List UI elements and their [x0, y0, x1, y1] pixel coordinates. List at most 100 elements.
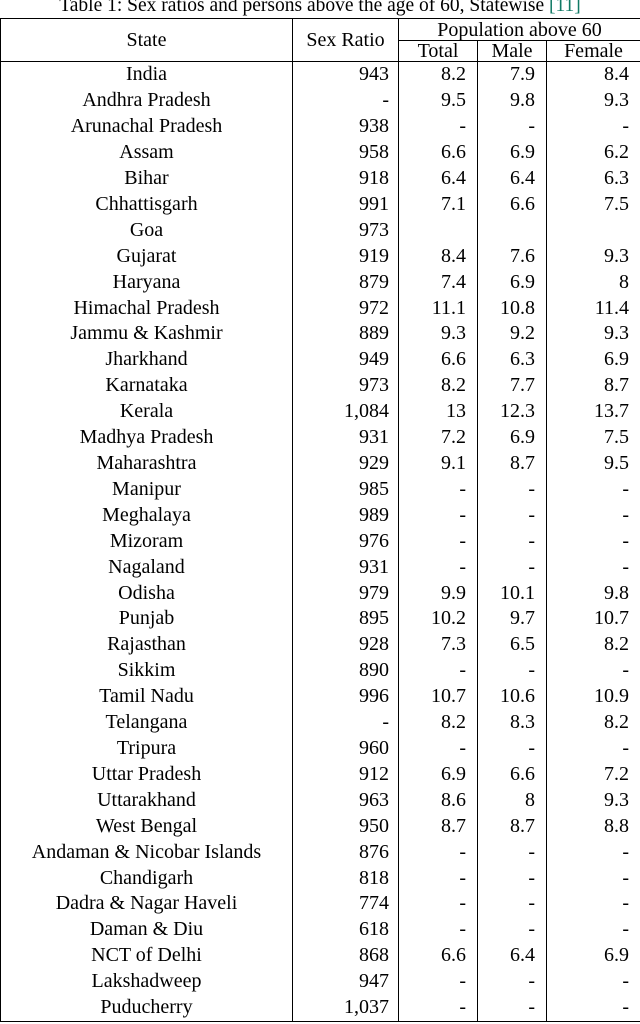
cell-female: 7.5	[545, 191, 640, 218]
cell-total: 13	[398, 399, 478, 426]
table-header: State Sex Ratio Population above 60 Tota…	[0, 18, 640, 63]
citation-link[interactable]: [11]	[549, 0, 581, 16]
cell-total: 8.2	[398, 61, 478, 89]
cell-sex-ratio: 973	[292, 217, 399, 244]
cell-total: 8.2	[398, 373, 478, 400]
cell-female: 6.9	[545, 347, 640, 374]
table-row: Haryana 879 7.4 6.9 8	[0, 269, 640, 296]
table-body: India 943 8.2 7.9 8.4 Andhra Pradesh -9.5 9.8 9.…	[0, 61, 640, 1022]
table-row: Sikkim 890- - -	[0, 658, 640, 685]
cell-sex-ratio: 868	[292, 943, 399, 970]
cell-sex-ratio: 879	[292, 269, 399, 296]
table-row: NCT of Delhi 868 6.6 6.4 6.9	[0, 943, 640, 970]
cell-female: -	[545, 735, 640, 762]
cell-sex-ratio: 958	[292, 140, 399, 167]
cell-total: -	[398, 917, 478, 944]
table-row: Chandigarh 818- - -	[0, 865, 640, 892]
cell-state: Goa	[0, 217, 293, 244]
table-row: Tamil Nadu 996 10.7 10.6 10.9	[0, 684, 640, 711]
cell-state: West Bengal	[0, 813, 293, 840]
cell-state: Chandigarh	[0, 865, 293, 892]
cell-male: -	[477, 658, 547, 685]
cell-sex-ratio: 918	[292, 166, 399, 192]
table-row: Andaman & Nicobar Islands 876- - -	[0, 839, 640, 866]
cell-state: Punjab	[0, 606, 293, 633]
cell-male: 7.7	[477, 373, 547, 400]
cell-state: India	[0, 61, 293, 89]
cell-male: 10.8	[477, 295, 547, 322]
cell-sex-ratio: 938	[292, 114, 399, 141]
cell-female: -	[545, 995, 640, 1022]
cell-female: 8.8	[545, 813, 640, 840]
cell-female: -	[545, 476, 640, 503]
cell-male: -	[477, 554, 547, 581]
cell-male: 8.7	[477, 813, 547, 840]
cell-sex-ratio: -	[292, 88, 399, 115]
cell-sex-ratio: 928	[292, 632, 399, 659]
cell-male: 6.9	[477, 269, 547, 296]
cell-female: -	[545, 658, 640, 685]
table-row: Kerala 1,084 13 12.3 13.7	[0, 399, 640, 426]
cell-state: Gujarat	[0, 243, 293, 270]
cell-total: 9.1	[398, 451, 478, 477]
cell-female: 13.7	[545, 399, 640, 426]
table-row: Mizoram 976- - -	[0, 528, 640, 555]
table-row: Daman & Diu 618- - -	[0, 917, 640, 944]
cell-male	[477, 217, 547, 244]
cell-state: Haryana	[0, 269, 293, 296]
cell-male: 8.3	[477, 710, 547, 736]
cell-sex-ratio: 876	[292, 839, 399, 866]
cell-male: 6.9	[477, 425, 547, 452]
cell-male: 6.3	[477, 347, 547, 374]
cell-female: -	[545, 917, 640, 944]
cell-female: 8.7	[545, 373, 640, 400]
cell-female: 9.3	[545, 321, 640, 348]
caption-text: Table 1: Sex ratios and persons above th…	[59, 0, 550, 16]
table-caption: Table 1: Sex ratios and persons above th…	[0, 0, 640, 17]
cell-total: 6.6	[398, 347, 478, 374]
cell-sex-ratio: 912	[292, 761, 399, 788]
cell-male: -	[477, 969, 547, 996]
cell-sex-ratio: 950	[292, 813, 399, 840]
cell-total: -	[398, 969, 478, 996]
cell-male: 8.7	[477, 451, 547, 477]
cell-male: -	[477, 995, 547, 1022]
cell-state: Kerala	[0, 399, 293, 426]
cell-male: 9.2	[477, 321, 547, 348]
cell-total: -	[398, 554, 478, 581]
cell-total: 6.6	[398, 140, 478, 167]
cell-female: 6.9	[545, 943, 640, 970]
cell-state: Madhya Pradesh	[0, 425, 293, 452]
cell-sex-ratio: 1,037	[292, 995, 399, 1022]
cell-female: 10.7	[545, 606, 640, 633]
cell-female: -	[545, 891, 640, 918]
header-female: Female	[545, 40, 640, 63]
cell-female: -	[545, 114, 640, 141]
table-row: Dadra & Nagar Haveli 774- - -	[0, 891, 640, 918]
cell-total: -	[398, 528, 478, 555]
cell-state: NCT of Delhi	[0, 943, 293, 970]
cell-state: Tripura	[0, 735, 293, 762]
cell-total: 7.3	[398, 632, 478, 659]
cell-female: -	[545, 502, 640, 529]
cell-female: 8.2	[545, 632, 640, 659]
cell-male: -	[477, 502, 547, 529]
cell-male: 6.4	[477, 943, 547, 970]
table-row: Rajasthan 928 7.3 6.5 8.2	[0, 632, 640, 659]
cell-state: Andhra Pradesh	[0, 88, 293, 115]
cell-total: -	[398, 114, 478, 141]
cell-state: Odisha	[0, 580, 293, 607]
cell-total: -	[398, 735, 478, 762]
table-row: Tripura 960- - -	[0, 735, 640, 762]
cell-state: Sikkim	[0, 658, 293, 685]
cell-female: -	[545, 839, 640, 866]
cell-female: 6.2	[545, 140, 640, 167]
cell-sex-ratio: 818	[292, 865, 399, 892]
cell-sex-ratio: 929	[292, 451, 399, 477]
cell-sex-ratio: 895	[292, 606, 399, 633]
cell-total: 8.4	[398, 243, 478, 270]
cell-sex-ratio: 890	[292, 658, 399, 685]
header-population-above-60: Population above 60	[397, 18, 640, 42]
cell-female: 7.2	[545, 761, 640, 788]
cell-total: -	[398, 865, 478, 892]
